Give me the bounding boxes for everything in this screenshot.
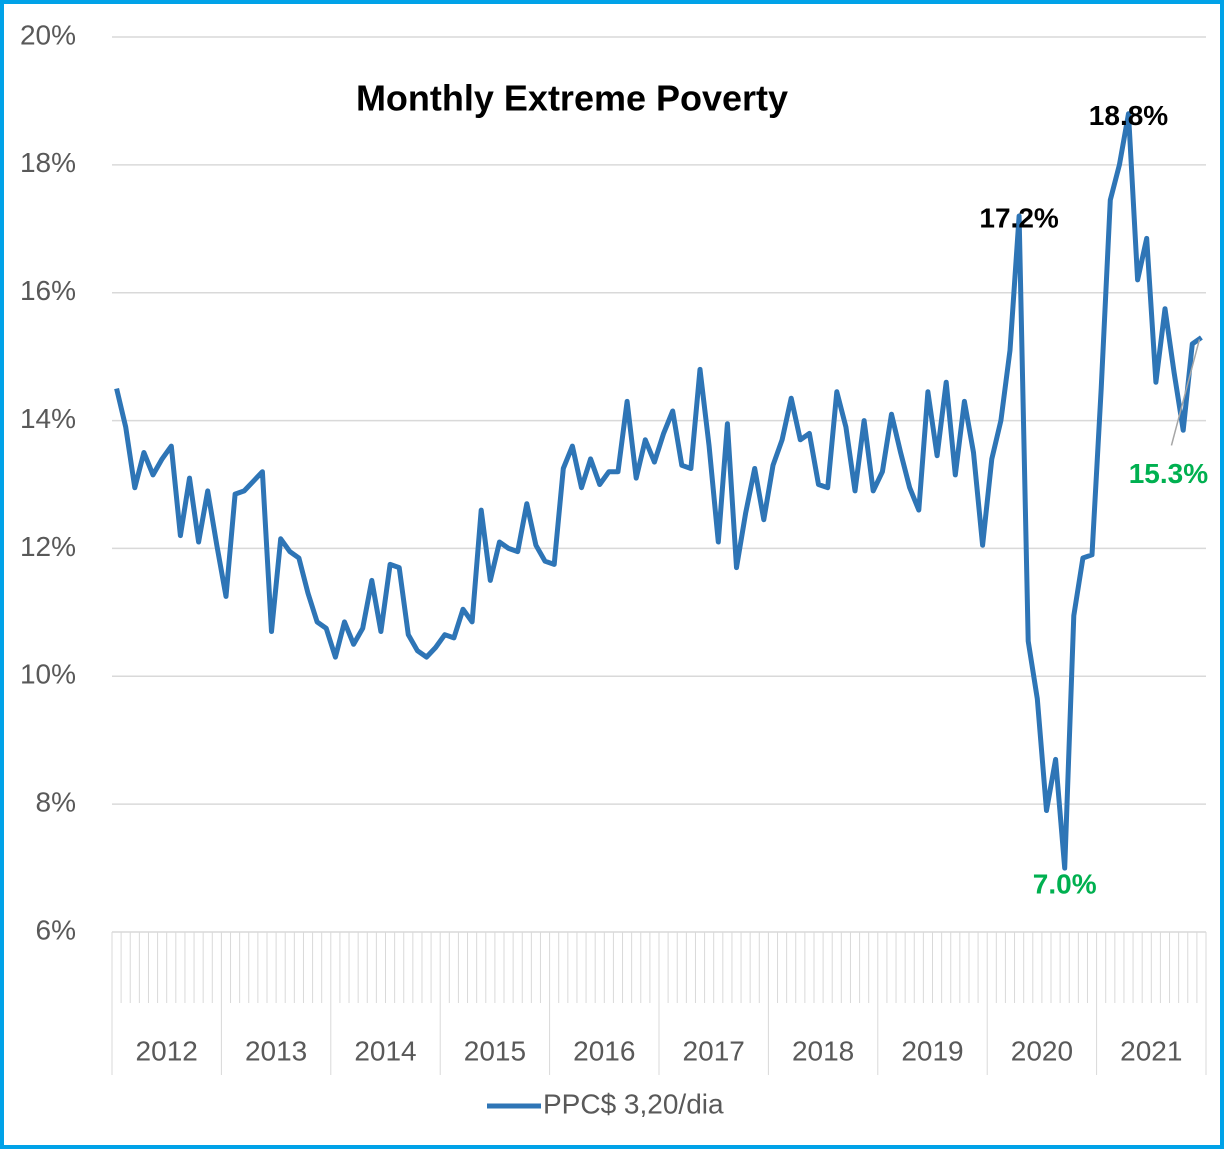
x-group-label: 2017 xyxy=(683,1035,745,1066)
y-tick-label: 10% xyxy=(20,659,76,690)
x-group-label: 2019 xyxy=(901,1035,963,1066)
y-tick-label: 12% xyxy=(20,531,76,562)
legend-label: PPC$ 3,20/dia xyxy=(543,1088,724,1119)
leader-line xyxy=(1170,339,1201,446)
y-tick-label: 8% xyxy=(36,787,76,818)
data-label: 18.8% xyxy=(1089,100,1168,131)
x-group-label: 2014 xyxy=(354,1035,416,1066)
x-group-label: 2018 xyxy=(792,1035,854,1066)
y-tick-label: 16% xyxy=(20,275,76,306)
x-group-label: 2013 xyxy=(245,1035,307,1066)
x-group-label: 2021 xyxy=(1120,1035,1182,1066)
data-label: 7.0% xyxy=(1033,868,1097,899)
data-label: 15.3% xyxy=(1129,458,1208,489)
x-group-label: 2015 xyxy=(464,1035,526,1066)
x-group-label: 2020 xyxy=(1011,1035,1073,1066)
chart-title: Monthly Extreme Poverty xyxy=(356,78,788,119)
data-label: 17.2% xyxy=(979,202,1058,233)
series-line xyxy=(114,111,1203,871)
x-group-label: 2012 xyxy=(136,1035,198,1066)
x-group-label: 2016 xyxy=(573,1035,635,1066)
y-tick-label: 20% xyxy=(20,19,76,50)
y-tick-label: 18% xyxy=(20,147,76,178)
y-tick-label: 6% xyxy=(36,914,76,945)
y-tick-label: 14% xyxy=(20,403,76,434)
